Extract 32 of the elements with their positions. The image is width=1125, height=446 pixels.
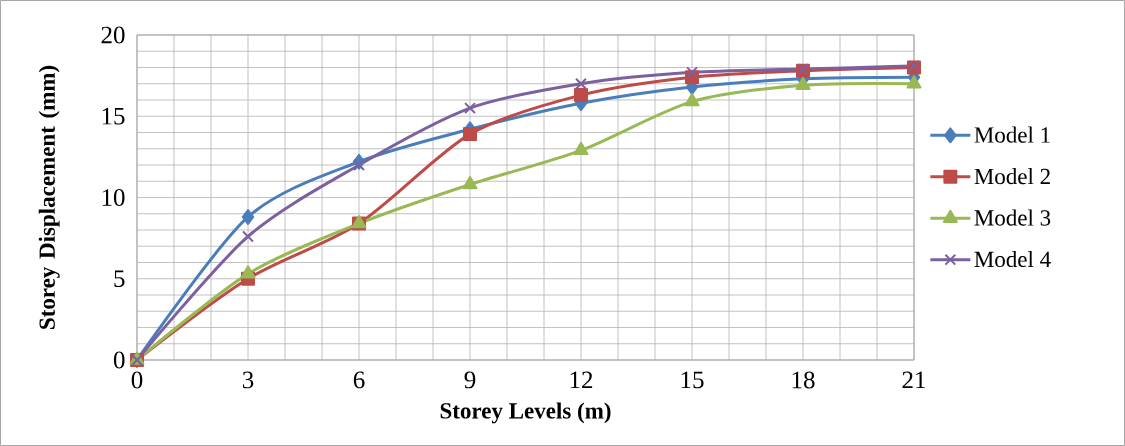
point	[573, 141, 589, 156]
x-tick-label: 9	[464, 371, 476, 389]
point	[241, 208, 255, 225]
point	[906, 75, 922, 89]
x-axis-title: Storey Levels (m)	[440, 402, 611, 424]
point	[686, 66, 698, 79]
x-tick-label: 0	[131, 371, 143, 389]
x-tick-label: 18	[792, 371, 815, 389]
legend-label: Model 1	[974, 126, 1050, 143]
point	[353, 159, 365, 171]
legend-label: Model 2	[974, 168, 1050, 185]
point	[795, 76, 811, 91]
x-tick-label: 21	[902, 371, 925, 389]
y-tick-label: 0	[113, 351, 125, 369]
point	[575, 77, 587, 90]
y-tick-label: 5	[114, 270, 125, 288]
point	[463, 127, 478, 142]
x-tick-label: 3	[242, 371, 254, 389]
y-tick-label: 15	[102, 107, 125, 125]
point	[574, 88, 588, 103]
point	[240, 265, 256, 279]
point	[462, 175, 478, 190]
x-tick-label: 12	[570, 371, 593, 389]
x-tick-label: 6	[353, 371, 365, 389]
legend-label: Model 4	[974, 250, 1051, 268]
legend-label: Model 3	[974, 209, 1051, 226]
x-tick-label: 15	[681, 371, 704, 389]
y-axis-title: Storey Displacement (mm)	[38, 65, 60, 329]
point	[684, 93, 700, 107]
y-tick-label: 20	[101, 26, 125, 44]
point	[464, 102, 476, 115]
y-tick-label: 10	[102, 189, 125, 206]
